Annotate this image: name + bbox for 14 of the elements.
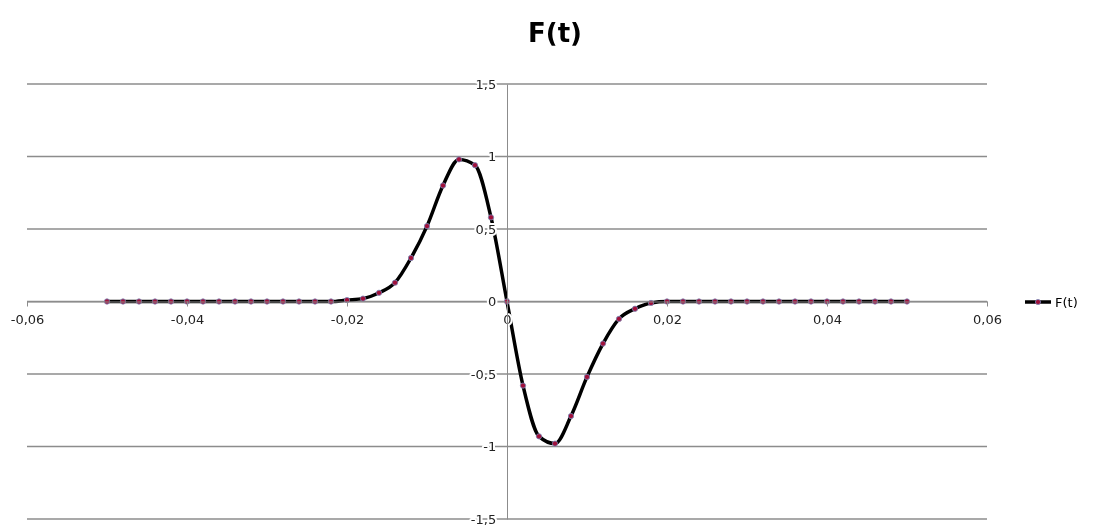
y-tick-label: -1 (483, 439, 497, 455)
y-tick-label: -0,5 (470, 366, 497, 382)
x-tick-label: 0,04 (813, 311, 842, 327)
x-tick-label: -0,02 (330, 311, 365, 327)
y-tick-label: 0 (487, 294, 497, 310)
x-tick-label: -0,04 (170, 311, 205, 327)
y-tick-label: 1,5 (475, 76, 497, 92)
legend-label: F(t) (1055, 294, 1078, 310)
y-tick-label: -1,5 (470, 511, 497, 527)
chart-title: F(t) (528, 18, 582, 48)
y-tick-label: 1 (487, 149, 497, 165)
x-tick-label: -0,06 (10, 311, 45, 327)
x-tick-label: 0,02 (653, 311, 682, 327)
x-tick-label: 0,06 (973, 311, 1002, 327)
